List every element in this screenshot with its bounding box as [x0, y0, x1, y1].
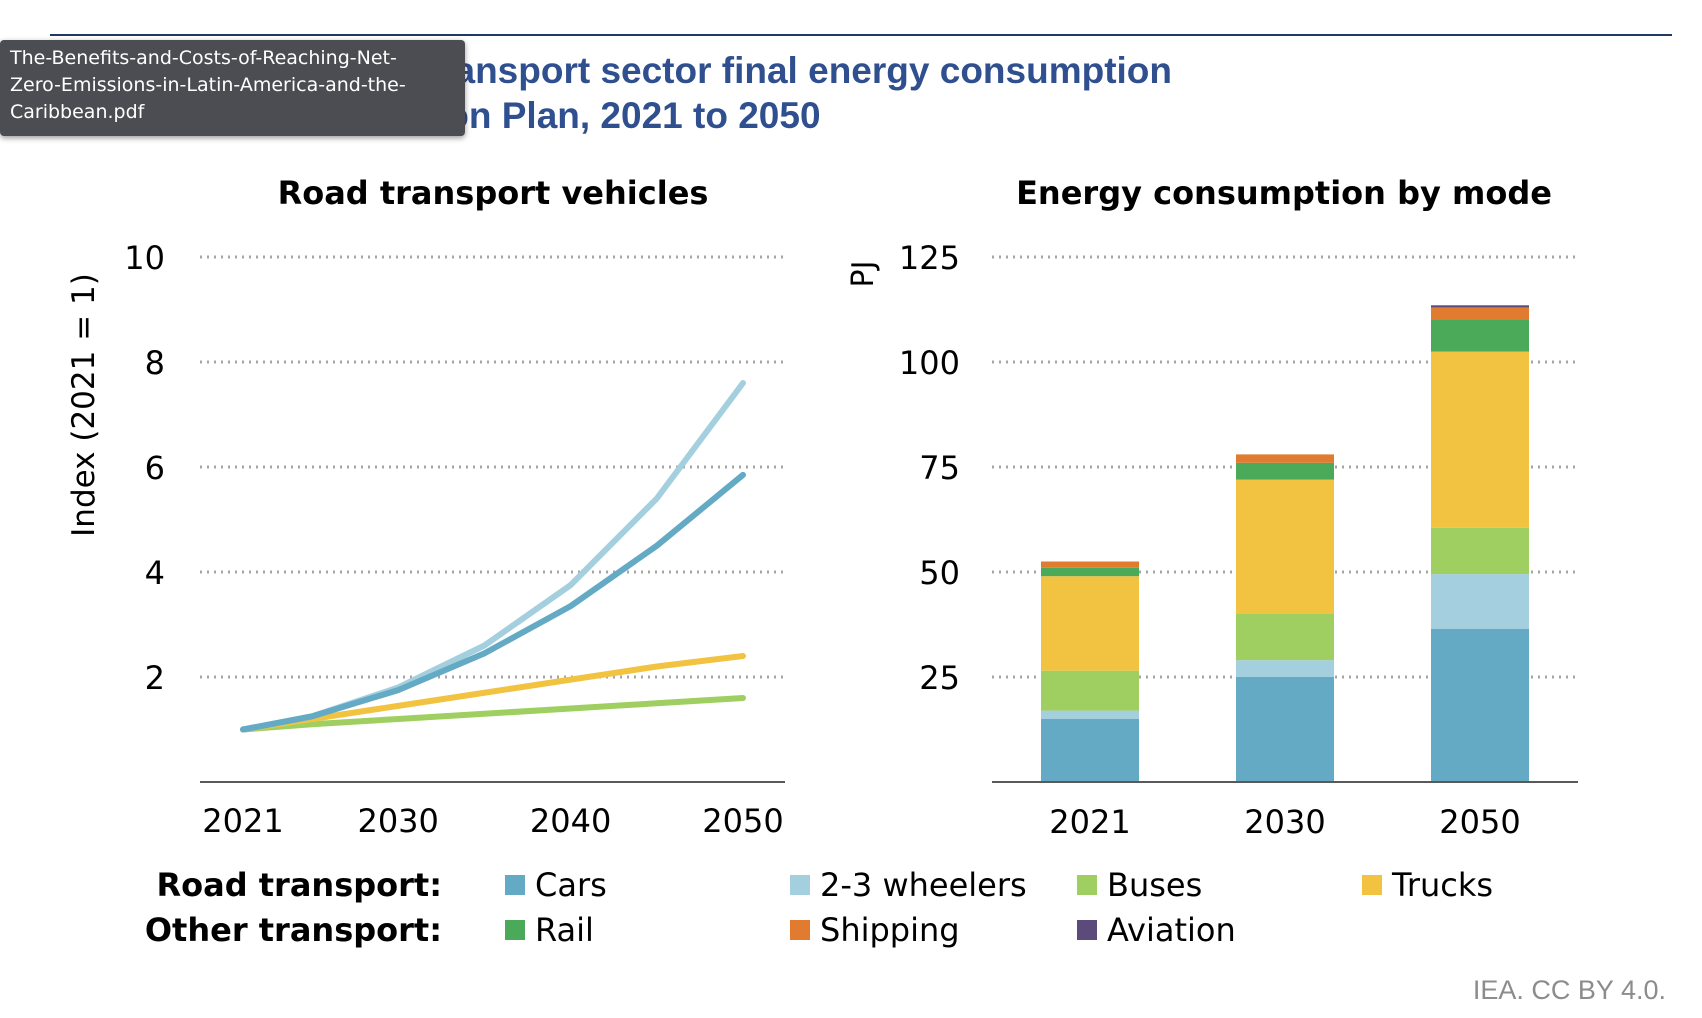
- source-credit: IEA. CC BY 4.0.: [1472, 975, 1666, 1005]
- line-chart-ytick-label: 10: [124, 239, 165, 277]
- bar-chart-xtick-label: 2021: [1049, 803, 1130, 841]
- bar-chart-ytick-label: 75: [919, 449, 960, 487]
- line-chart-ylabel: Index (2021 = 1): [66, 273, 102, 537]
- bar-segment-2-3-wheelers-2050: [1431, 574, 1529, 629]
- bar-chart-ylabel: PJ: [846, 261, 881, 288]
- legend-item-label: Rail: [535, 911, 594, 949]
- line-series-buses: [240, 695, 746, 733]
- bar-segment-2-3-wheelers-2030: [1236, 660, 1334, 677]
- bar-segment-cars-2021: [1041, 719, 1139, 782]
- bar-segment-cars-2030: [1236, 677, 1334, 782]
- bar-segment-rail-2050: [1431, 320, 1529, 352]
- line-series-cars: [240, 471, 746, 733]
- bar-segment-2-3-wheelers-2021: [1041, 710, 1139, 719]
- filename-tooltip: The-Benefits-and-Costs-of-Reaching-Net- …: [0, 40, 465, 136]
- bar-segment-rail-2030: [1236, 462, 1334, 480]
- bar-chart-xtick-label: 2030: [1244, 803, 1325, 841]
- bar-segment-shipping-2050: [1431, 307, 1529, 320]
- bar-chart-title: Energy consumption by mode: [1016, 174, 1552, 212]
- bar-chart-ytick-label: 125: [899, 239, 960, 277]
- legend-item-label: Shipping: [820, 911, 960, 949]
- line-chart-xtick-label: 2030: [357, 802, 438, 840]
- legend-item-label: Cars: [535, 866, 607, 904]
- line-chart-xtick-label: 2050: [702, 802, 783, 840]
- line-chart-ytick-label: 4: [145, 554, 165, 592]
- legend-swatch-shipping: [790, 920, 810, 940]
- legend-item-label: Buses: [1107, 866, 1202, 904]
- legend-item-label: Aviation: [1107, 911, 1236, 949]
- line-chart-xtick-label: 2021: [202, 802, 283, 840]
- bar-segment-trucks-2021: [1041, 576, 1139, 671]
- line-chart-ytick-label: 8: [145, 344, 165, 382]
- line-chart-title: Road transport vehicles: [278, 174, 709, 212]
- legend-other-label: Other transport:: [145, 911, 442, 949]
- bar-chart-xtick-label: 2050: [1439, 803, 1520, 841]
- legend-swatch-rail: [505, 920, 525, 940]
- bar-segment-buses-2050: [1431, 527, 1529, 575]
- line-chart-ytick-label: 2: [145, 659, 165, 697]
- bar-segment-shipping-2021: [1041, 561, 1139, 568]
- legend-item-label: 2-3 wheelers: [820, 866, 1027, 904]
- legend-swatch-aviation: [1077, 920, 1097, 940]
- bar-segment-buses-2030: [1236, 614, 1334, 661]
- bar-chart-ytick-label: 25: [919, 659, 960, 697]
- line-series-trucks: [240, 653, 746, 733]
- legend-road-label: Road transport:: [156, 866, 442, 904]
- line-series-2-3-wheelers: [240, 380, 746, 733]
- bar-segment-trucks-2030: [1236, 479, 1334, 614]
- bar-segment-cars-2050: [1431, 628, 1529, 782]
- bar-segment-aviation-2050: [1431, 305, 1529, 308]
- legend-swatch-trucks: [1362, 875, 1382, 895]
- bar-segment-trucks-2050: [1431, 351, 1529, 528]
- bar-segment-buses-2021: [1041, 670, 1139, 711]
- legend-item-label: Trucks: [1391, 866, 1493, 904]
- line-chart-xtick-label: 2040: [530, 802, 611, 840]
- bar-chart-ytick-label: 50: [919, 554, 960, 592]
- legend-swatch-2-3-wheelers: [790, 875, 810, 895]
- legend-swatch-buses: [1077, 875, 1097, 895]
- bar-segment-rail-2021: [1041, 567, 1139, 577]
- bar-chart-ytick-label: 100: [899, 344, 960, 382]
- bar-segment-shipping-2030: [1236, 454, 1334, 463]
- line-chart-ytick-label: 6: [145, 449, 165, 487]
- top-rule: [50, 34, 1672, 36]
- legend-swatch-cars: [505, 875, 525, 895]
